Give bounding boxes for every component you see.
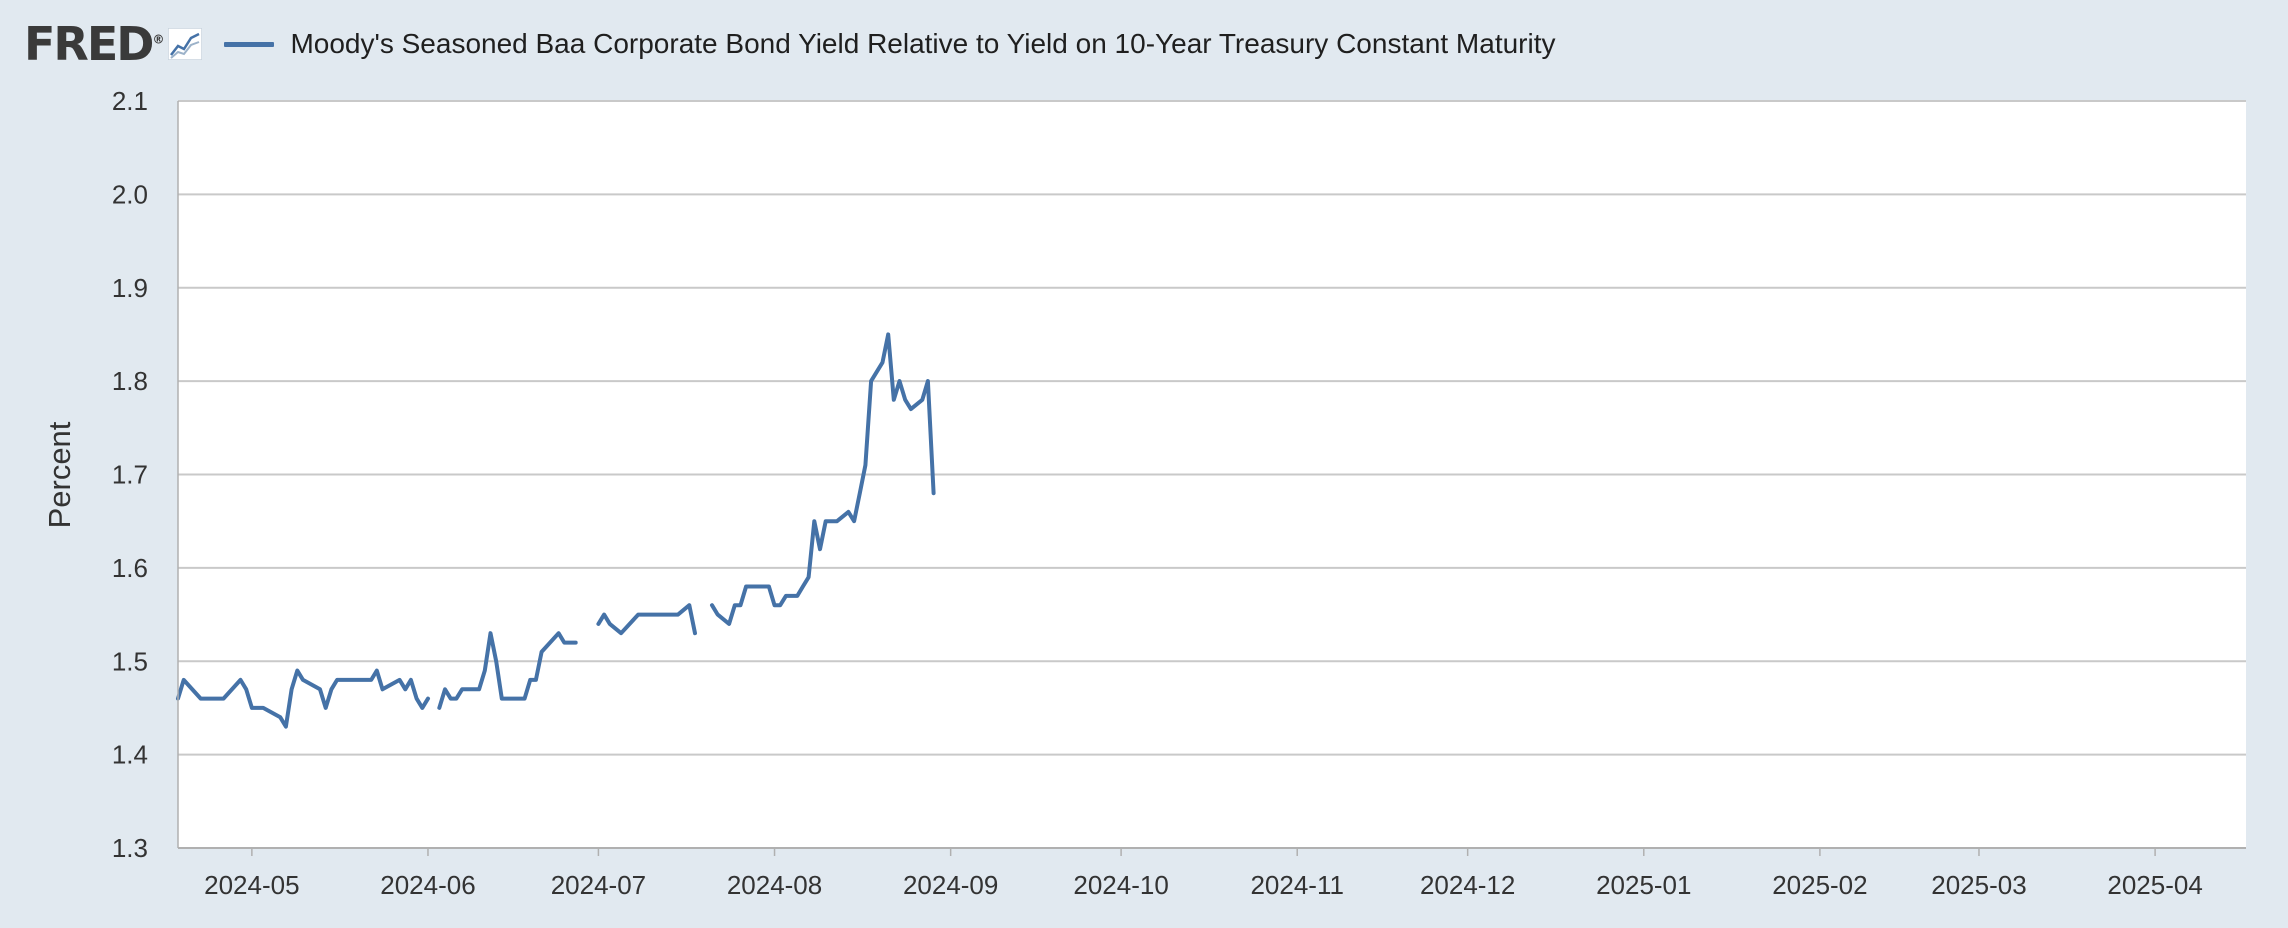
- x-tick-label: 2024-07: [551, 870, 646, 900]
- x-tick-label: 2025-03: [1931, 870, 2026, 900]
- series-line-segment[interactable]: [437, 631, 578, 710]
- y-tick-label: 1.4: [112, 740, 148, 770]
- chart-header: FRED® Moody's Seasoned Baa Corporate Bon…: [24, 14, 1556, 74]
- y-tick-label: 1.6: [112, 553, 148, 583]
- legend-swatch: [224, 41, 275, 47]
- x-axis-tick-labels: 2024-05 2024-06 2024-07 2024-08 2024-09 2024-…: [204, 848, 2203, 900]
- x-tick-label: 2024-05: [204, 870, 299, 900]
- y-tick-label: 1.9: [112, 273, 148, 303]
- gridlines: [178, 100, 2246, 849]
- legend-series-label[interactable]: Moody's Seasoned Baa Corporate Bond Yiel…: [290, 28, 1556, 59]
- x-tick-label: 2024-11: [1250, 870, 1344, 900]
- x-tick-label: 2024-06: [380, 870, 475, 900]
- y-tick-label: 1.5: [112, 646, 148, 676]
- line-graph-icon: [168, 28, 203, 60]
- y-tick-label: 2.0: [112, 179, 148, 209]
- series-line-segment[interactable]: [710, 332, 936, 626]
- x-tick-label: 2025-04: [2107, 870, 2202, 900]
- x-tick-label: 2024-08: [727, 870, 822, 900]
- fred-logo[interactable]: FRED®: [24, 17, 165, 71]
- series-line-segment[interactable]: [176, 668, 430, 729]
- x-tick-label: 2024-12: [1420, 870, 1515, 900]
- x-tick-label: 2025-02: [1772, 870, 1867, 900]
- y-tick-label: 1.3: [112, 833, 148, 863]
- x-tick-label: 2025-01: [1596, 870, 1691, 900]
- y-tick-label: 1.7: [112, 460, 148, 490]
- y-tick-label: 1.8: [112, 366, 148, 396]
- y-axis-tick-labels: 1.3 1.4 1.5 1.6 1.7 1.8 1.9 2.0 2.1: [112, 86, 148, 863]
- y-tick-label: 2.1: [112, 86, 148, 116]
- y-axis-title: Percent: [42, 421, 77, 528]
- x-tick-label: 2024-09: [903, 870, 998, 900]
- x-tick-label: 2024-10: [1073, 870, 1168, 900]
- series-line-segment[interactable]: [596, 603, 697, 636]
- series-lines: [176, 332, 936, 729]
